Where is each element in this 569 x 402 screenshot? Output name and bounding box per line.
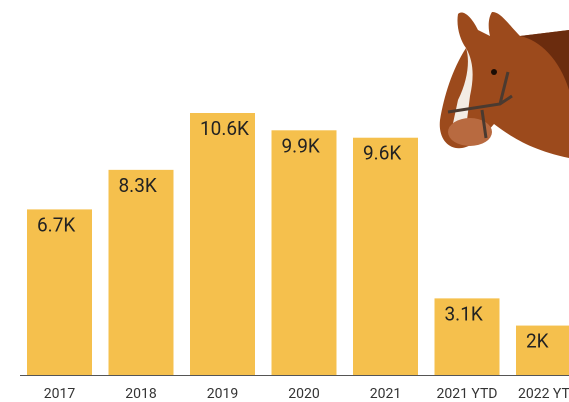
- value-label: 2K: [526, 330, 549, 353]
- bar: [434, 298, 500, 375]
- value-label: 9.9K: [282, 134, 320, 157]
- bar: [190, 113, 255, 375]
- x-tick-label: 2018: [125, 386, 157, 402]
- value-label: 6.7K: [37, 213, 75, 236]
- x-tick-label: 2022 YTD: [518, 386, 569, 402]
- bar: [27, 209, 92, 375]
- value-label: 9.6K: [363, 142, 401, 165]
- bar: [271, 130, 337, 375]
- x-tick-label: 2017: [44, 386, 76, 402]
- value-label: 10.6K: [200, 117, 249, 140]
- value-label: 8.3K: [119, 174, 157, 197]
- x-tick-label: 2021 YTD: [436, 386, 497, 402]
- bar: [516, 325, 569, 375]
- horse-image: [439, 12, 569, 158]
- x-tick-label: 2020: [288, 386, 320, 402]
- x-tick-label: 2021: [370, 386, 401, 402]
- value-label: 3.1K: [445, 302, 483, 325]
- bar: [353, 137, 418, 375]
- x-tick-label: 2019: [207, 386, 238, 402]
- bar: [108, 169, 174, 375]
